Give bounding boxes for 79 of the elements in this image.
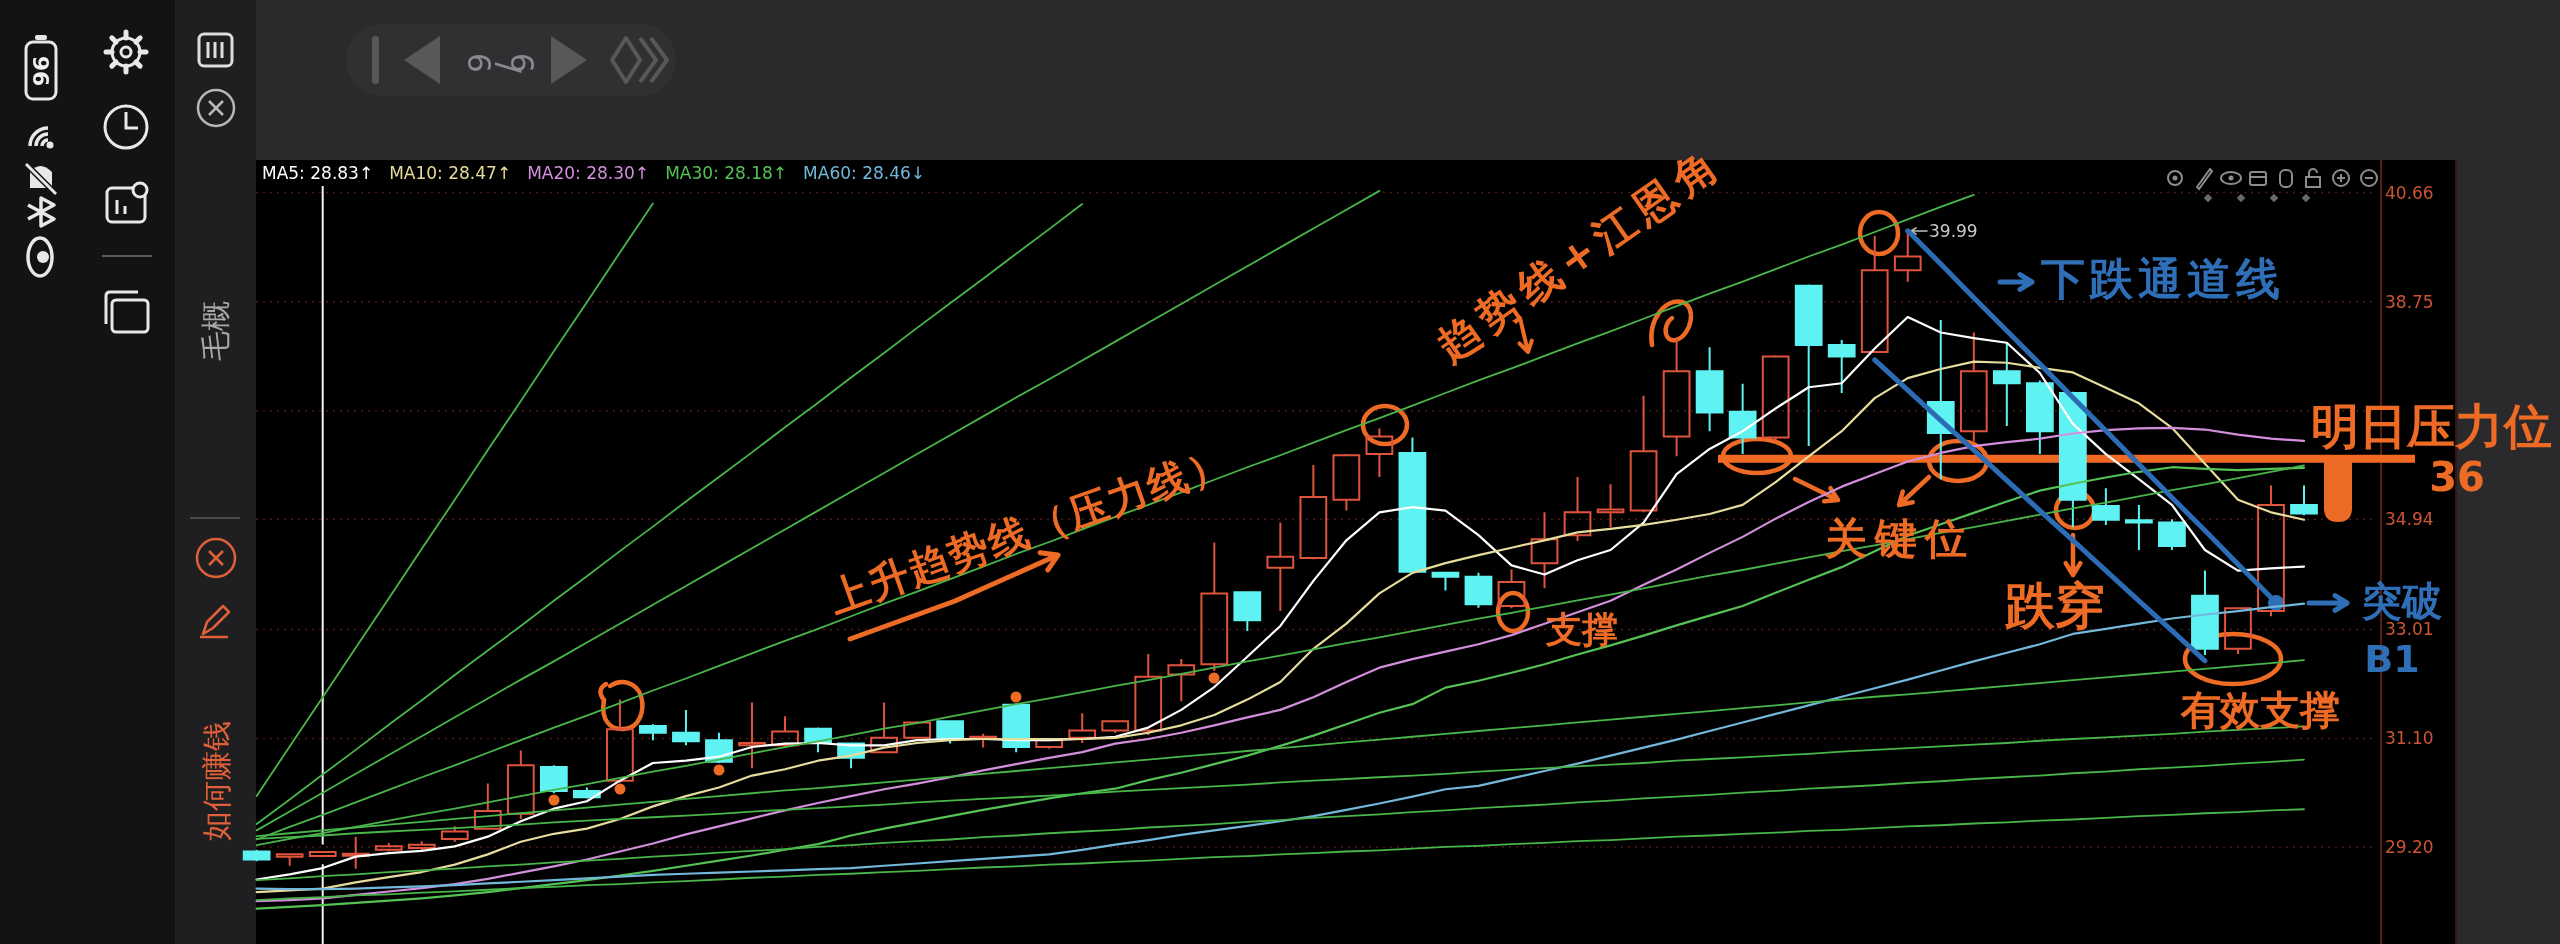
candlestick (1728, 382, 1757, 456)
candlestick (242, 848, 271, 863)
candlestick (1134, 652, 1163, 737)
text: 毛概 (197, 301, 233, 361)
candlestick (473, 782, 502, 831)
candlestick (1167, 658, 1196, 703)
y-tick-label: 34.94 (2385, 509, 2434, 530)
candlestick (506, 749, 535, 820)
candlestick (1398, 436, 1427, 574)
candlestick (1827, 338, 1856, 394)
candlestick (1629, 394, 1658, 514)
annotation: 跌穿 (2004, 577, 2105, 635)
annotation: 支撑 (1545, 608, 1618, 650)
annotation: 下跌通道线 (2040, 252, 2280, 304)
candlestick (1992, 341, 2021, 428)
candlestick (1431, 571, 1460, 592)
candlestick (1959, 331, 1988, 443)
candlestick (1860, 234, 1889, 354)
annotation: 有效支撑 (2179, 687, 2340, 733)
line-series (255, 202, 654, 798)
text: MA30: 28.18↑ (665, 163, 788, 183)
candlestick (2224, 606, 2252, 655)
candlestick (440, 825, 469, 843)
candlestick (1101, 719, 1130, 734)
candlestick (1761, 354, 1790, 443)
candlestick (2092, 487, 2120, 526)
line-series (255, 189, 1381, 832)
annotation: 明日压力位 (2310, 398, 2552, 454)
text: B1 (2364, 637, 2420, 681)
candlestick (771, 715, 799, 749)
candlestick (870, 701, 898, 754)
candlestick (738, 701, 766, 770)
candlestick (1068, 712, 1097, 745)
candlestick (1233, 591, 1262, 633)
text: 如何赚钱 (198, 721, 234, 841)
candlestick (308, 850, 337, 859)
candlestick (1695, 346, 1724, 433)
candlestick (2290, 484, 2318, 517)
text: MA20: 28.30↑ (527, 163, 650, 183)
text: 9/9 (461, 46, 543, 73)
candlestick (1332, 453, 1361, 512)
candlestick (1299, 463, 1328, 561)
candlestick (1563, 475, 1592, 542)
text: MA60: 28.46↓ (803, 163, 926, 183)
candlestick (639, 723, 667, 742)
candlestick (341, 835, 370, 870)
text: 96 (28, 55, 54, 87)
candlestick (2158, 518, 2186, 552)
candlestick (1794, 283, 1823, 448)
candlestick (407, 840, 436, 852)
candlestick (2191, 569, 2219, 657)
candlestick (1365, 427, 1394, 478)
y-tick-label: 31.10 (2385, 728, 2434, 749)
candlestick (672, 708, 700, 747)
text: 36 (2429, 454, 2485, 500)
candlestick (2125, 503, 2153, 552)
candlestick (374, 841, 403, 853)
candlestick (1530, 511, 1559, 590)
candlestick (1200, 541, 1229, 673)
annotation: 上升趋势线（压力线） (822, 438, 1234, 622)
y-tick-label: 38.75 (2385, 291, 2434, 312)
candlestick (275, 852, 304, 867)
candlestick (2025, 379, 2054, 456)
y-tick-label: 40.66 (2385, 182, 2434, 203)
candlestick (1596, 483, 1625, 529)
text: MA10: 28.47↑ (389, 163, 512, 183)
candlestick (903, 721, 931, 740)
candlestick (539, 764, 568, 795)
candlestick (1464, 571, 1493, 609)
candlestick (1662, 336, 1691, 458)
candlestick (1002, 702, 1031, 754)
annotation: 39.99 (1929, 221, 1978, 241)
candlestick (1266, 521, 1295, 613)
candlestick (969, 732, 998, 749)
y-tick-label: 29.20 (2385, 836, 2434, 857)
annotation: 趋势线+江恩角 (1426, 141, 1727, 372)
text: MA5: 28.83↑ (262, 163, 374, 183)
candlestick (936, 719, 964, 745)
candlestick (1497, 568, 1526, 610)
